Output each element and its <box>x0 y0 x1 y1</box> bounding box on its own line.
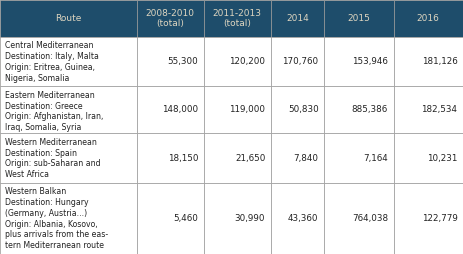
Bar <box>271 86 324 133</box>
Bar <box>204 133 271 183</box>
Text: 21,650: 21,650 <box>235 154 265 163</box>
Text: 181,126: 181,126 <box>422 57 457 66</box>
Text: 7,164: 7,164 <box>363 154 388 163</box>
Bar <box>137 0 204 37</box>
Text: 182,534: 182,534 <box>421 105 457 114</box>
Bar <box>0 183 137 254</box>
Text: 122,779: 122,779 <box>422 214 457 223</box>
Bar <box>271 37 324 86</box>
Text: 170,760: 170,760 <box>282 57 319 66</box>
Bar <box>137 183 204 254</box>
Bar <box>0 0 137 37</box>
Bar <box>204 37 271 86</box>
Bar <box>394 0 463 37</box>
Bar <box>394 37 463 86</box>
Text: Route: Route <box>55 14 81 23</box>
Text: 2011-2013
(total): 2011-2013 (total) <box>213 9 262 28</box>
Bar <box>394 133 463 183</box>
Text: 5,460: 5,460 <box>173 214 198 223</box>
Text: Eastern Mediterranean
Destination: Greece
Origin: Afghanistan, Iran,
Iraq, Somal: Eastern Mediterranean Destination: Greec… <box>5 91 103 132</box>
Bar <box>204 0 271 37</box>
Text: Western Mediterranean
Destination: Spain
Origin: sub-Saharan and
West Africa: Western Mediterranean Destination: Spain… <box>5 138 100 179</box>
Bar <box>137 37 204 86</box>
Bar <box>0 86 137 133</box>
Bar <box>394 86 463 133</box>
Text: Central Mediterranean
Destination: Italy, Malta
Origin: Eritrea, Guinea,
Nigeria: Central Mediterranean Destination: Italy… <box>5 41 99 83</box>
Bar <box>271 0 324 37</box>
Text: 120,200: 120,200 <box>229 57 265 66</box>
Text: 2016: 2016 <box>417 14 440 23</box>
Text: 2015: 2015 <box>347 14 370 23</box>
Text: 153,946: 153,946 <box>352 57 388 66</box>
Bar <box>324 0 394 37</box>
Bar <box>137 133 204 183</box>
Bar <box>137 86 204 133</box>
Text: 18,150: 18,150 <box>168 154 198 163</box>
Text: 148,000: 148,000 <box>162 105 198 114</box>
Bar <box>204 86 271 133</box>
Bar <box>394 183 463 254</box>
Text: 2014: 2014 <box>286 14 309 23</box>
Bar <box>324 133 394 183</box>
Bar <box>271 133 324 183</box>
Bar <box>324 183 394 254</box>
Text: 43,360: 43,360 <box>288 214 319 223</box>
Bar <box>271 183 324 254</box>
Text: 50,830: 50,830 <box>288 105 319 114</box>
Bar <box>204 183 271 254</box>
Text: Western Balkan
Destination: Hungary
(Germany, Austria...)
Origin: Albania, Kosov: Western Balkan Destination: Hungary (Ger… <box>5 187 108 250</box>
Bar <box>0 133 137 183</box>
Text: 7,840: 7,840 <box>294 154 319 163</box>
Text: 2008-2010
(total): 2008-2010 (total) <box>146 9 194 28</box>
Text: 10,231: 10,231 <box>427 154 457 163</box>
Bar <box>324 37 394 86</box>
Bar <box>324 86 394 133</box>
Text: 764,038: 764,038 <box>352 214 388 223</box>
Text: 55,300: 55,300 <box>168 57 198 66</box>
Text: 119,000: 119,000 <box>229 105 265 114</box>
Text: 30,990: 30,990 <box>235 214 265 223</box>
Text: 885,386: 885,386 <box>352 105 388 114</box>
Bar <box>0 37 137 86</box>
